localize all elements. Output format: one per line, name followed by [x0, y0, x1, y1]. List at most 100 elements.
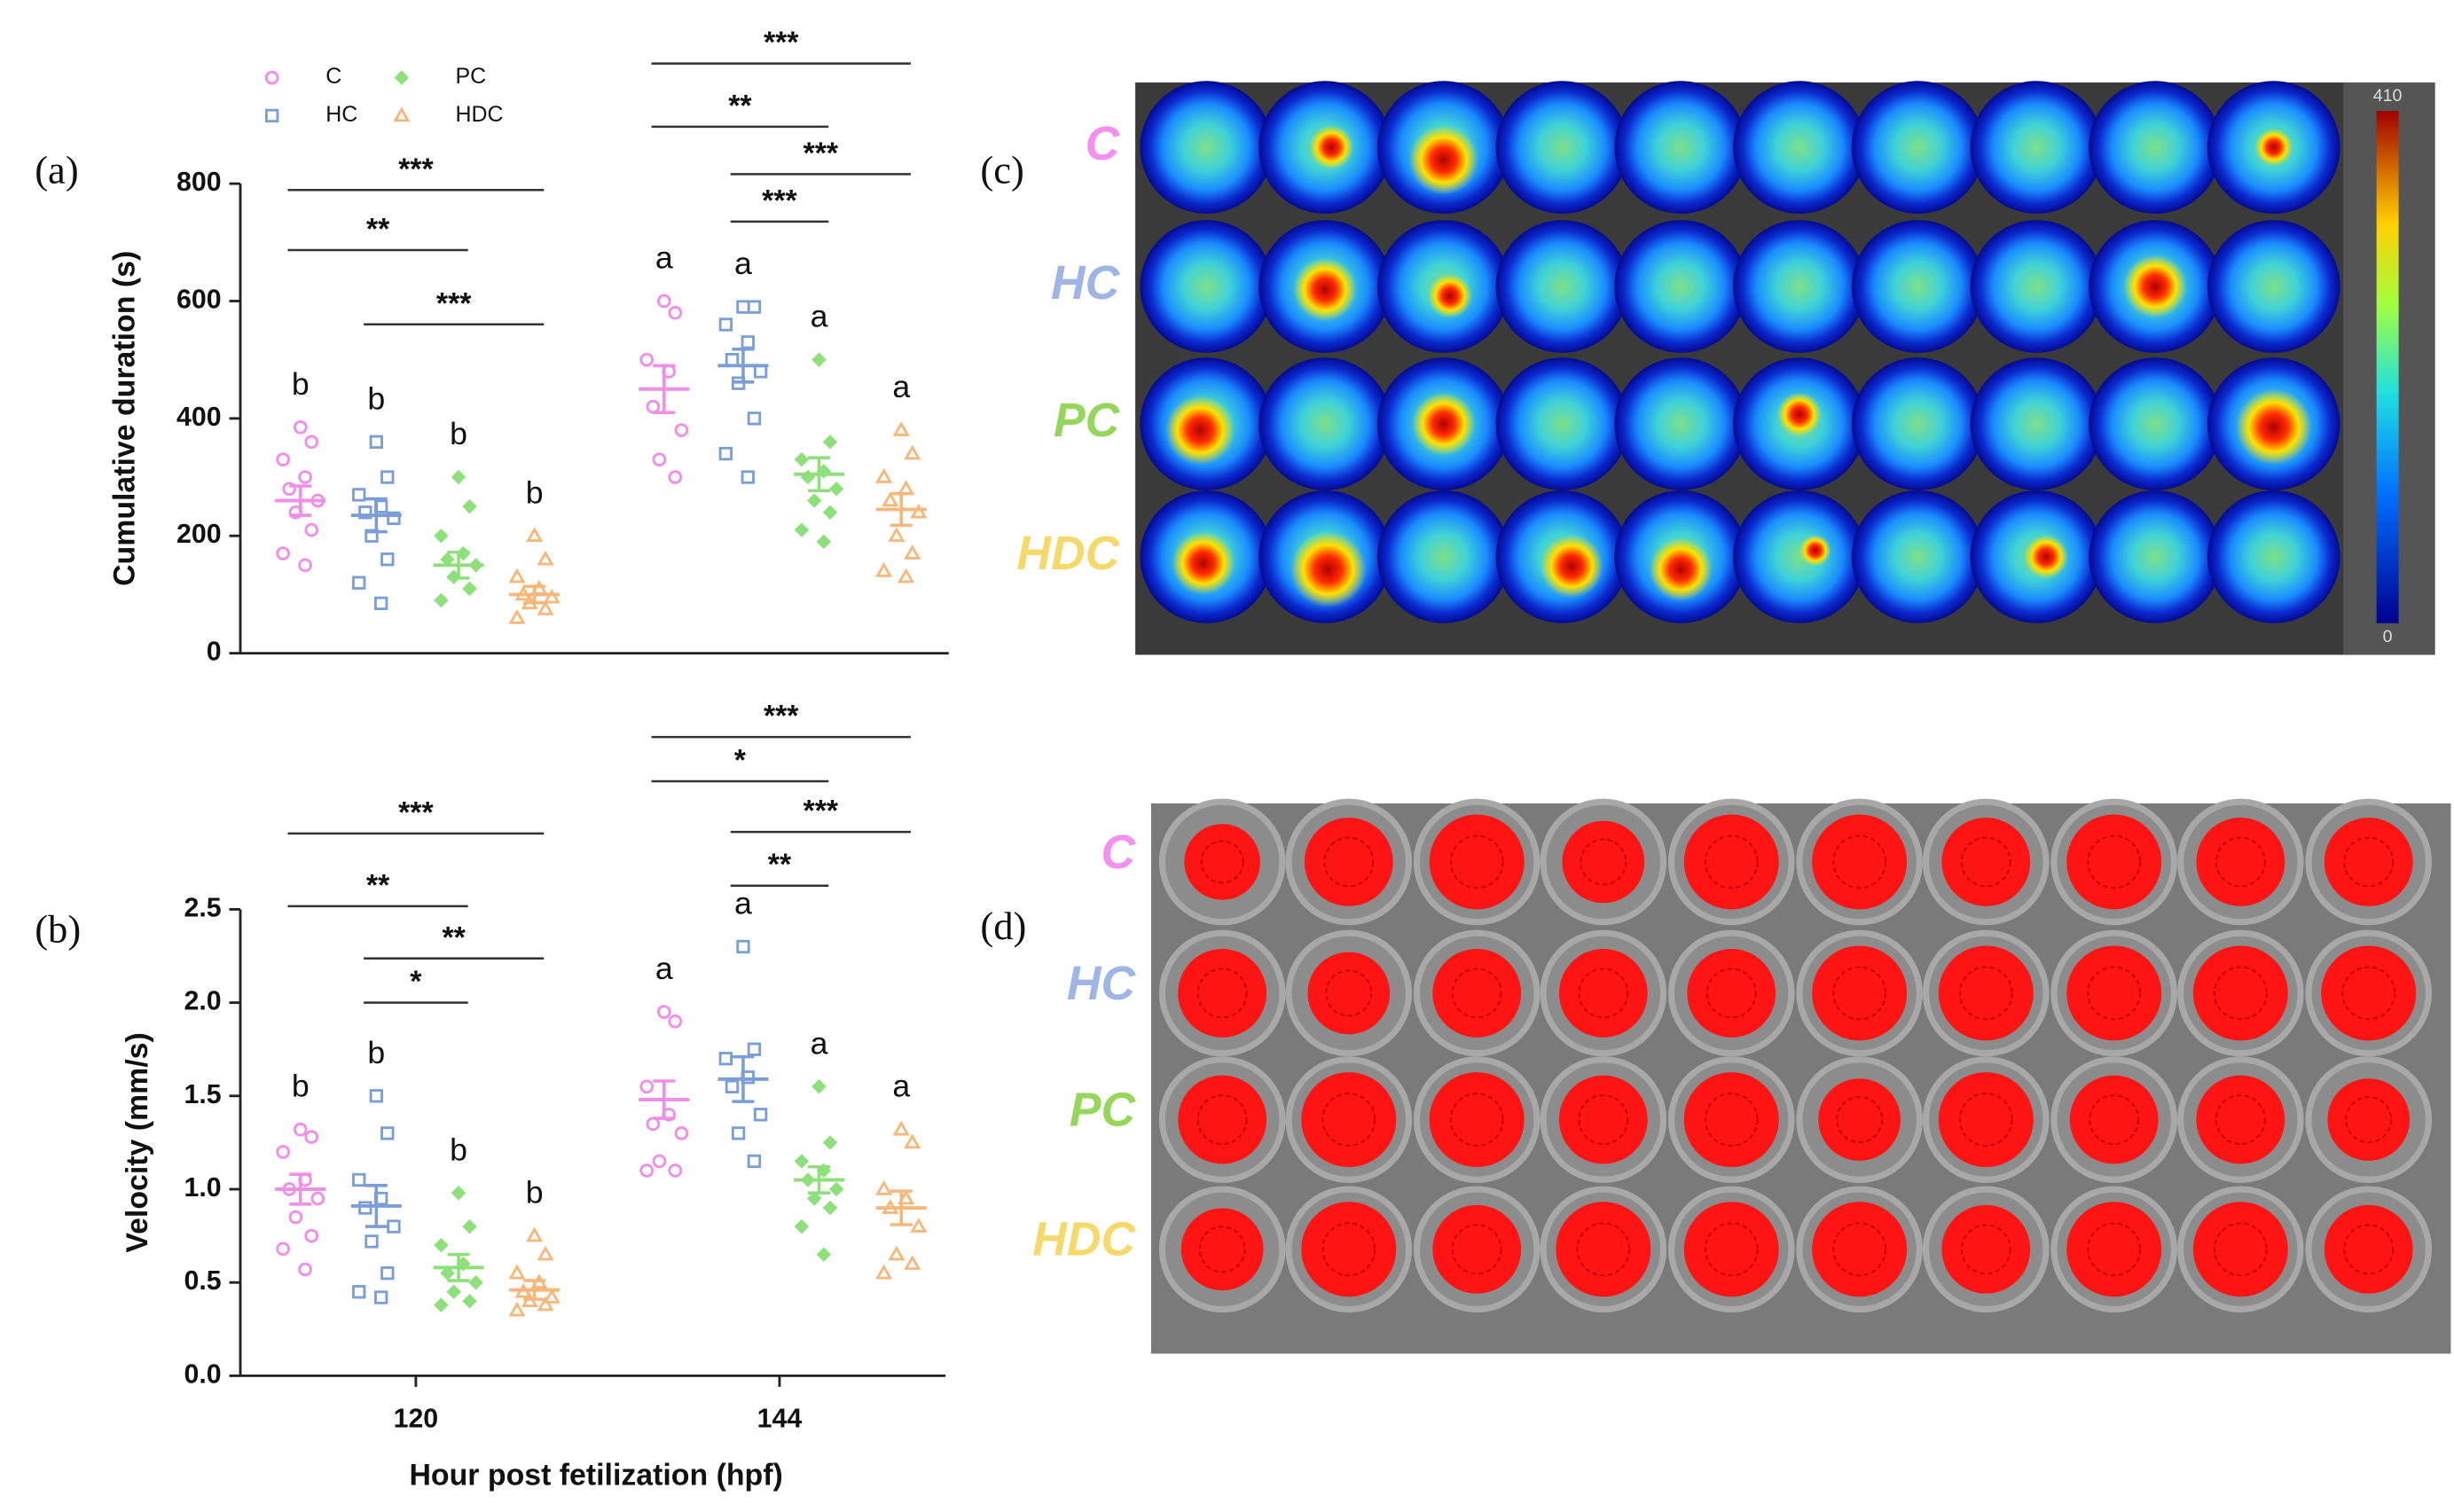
- heatmap-well: [1851, 357, 1985, 490]
- track-inner: [1321, 1222, 1376, 1277]
- point: [822, 435, 838, 450]
- significance-letter: a: [734, 886, 752, 921]
- track-area: [1432, 1204, 1522, 1294]
- point: [725, 353, 740, 367]
- point: [387, 511, 401, 526]
- point: [741, 470, 755, 484]
- point: [806, 493, 822, 508]
- sem-bar: [523, 1279, 546, 1301]
- point: [352, 1172, 366, 1187]
- y-tick-label: 2.0: [184, 987, 221, 1016]
- track-inner: [2087, 834, 2141, 889]
- track-area: [1683, 1072, 1779, 1168]
- point: [904, 544, 921, 560]
- significance-stars: ***: [764, 26, 799, 59]
- point: [264, 70, 279, 85]
- point: [806, 1191, 822, 1206]
- point: [440, 1265, 455, 1281]
- colorbar-label: 0: [2383, 627, 2393, 646]
- track-area: [2324, 1204, 2413, 1294]
- track-area: [2066, 1202, 2162, 1297]
- track-inner: [2343, 1224, 2395, 1275]
- point: [304, 435, 319, 450]
- track-area: [1558, 949, 1648, 1038]
- point: [816, 1247, 832, 1262]
- point: [304, 1228, 319, 1243]
- point: [794, 1218, 810, 1234]
- significance-stars: *: [734, 744, 747, 778]
- x-tick-label: 120: [394, 1404, 439, 1433]
- track-area: [1429, 814, 1525, 910]
- point: [310, 1191, 325, 1206]
- track-inner: [1196, 1094, 1248, 1145]
- heatmap-well: [2207, 490, 2340, 623]
- track-inner: [1958, 966, 2013, 1021]
- significance-stars: ***: [804, 795, 839, 828]
- significance-letter: b: [367, 380, 385, 416]
- sem-bar: [732, 347, 755, 384]
- point: [434, 1237, 449, 1253]
- x-tick-label: 144: [757, 1404, 803, 1433]
- point: [811, 352, 827, 367]
- point: [293, 1122, 308, 1137]
- track-area: [1429, 1072, 1525, 1168]
- colorbar-label: 410: [2373, 86, 2403, 106]
- track-inner: [2215, 836, 2266, 888]
- point: [747, 411, 762, 426]
- point: [304, 1130, 319, 1144]
- point: [352, 576, 366, 590]
- track-inner: [1451, 968, 1502, 1019]
- point: [537, 1245, 554, 1261]
- point: [639, 1163, 655, 1178]
- track-area: [1941, 1204, 2031, 1294]
- track-inner: [2087, 966, 2141, 1021]
- point: [276, 1145, 290, 1159]
- heatmap-well: [1495, 357, 1629, 490]
- point: [451, 469, 466, 485]
- heatmap-well: [1851, 81, 1985, 214]
- point: [369, 435, 383, 450]
- point: [298, 1262, 312, 1277]
- point: [892, 1120, 910, 1136]
- significance-letter: a: [655, 240, 673, 276]
- point: [652, 1154, 667, 1169]
- sem-bar: [890, 491, 913, 528]
- track-inner: [1196, 968, 1248, 1019]
- point: [747, 1154, 762, 1169]
- point: [910, 503, 928, 519]
- track-inner: [1325, 969, 1373, 1017]
- significance-stars: ***: [804, 137, 839, 170]
- point: [794, 1154, 810, 1169]
- point: [794, 451, 810, 467]
- significance-stars: ***: [436, 286, 472, 320]
- point: [822, 1135, 838, 1150]
- point: [888, 1245, 906, 1261]
- point: [468, 1274, 483, 1290]
- heatmap-well: [1733, 490, 1866, 623]
- heatmap-hotspot: [1164, 396, 1235, 466]
- point: [888, 527, 906, 543]
- significance-letter: b: [292, 1069, 310, 1104]
- track-inner: [1200, 840, 1244, 884]
- point: [652, 452, 667, 467]
- track-inner: [1323, 836, 1375, 888]
- point: [882, 491, 899, 507]
- point: [892, 421, 910, 436]
- sem-bar: [447, 550, 470, 580]
- heatmap-hotspot: [1799, 534, 1831, 567]
- point: [718, 446, 733, 461]
- track-area: [1307, 952, 1391, 1035]
- panel-label: (a): [35, 148, 78, 192]
- sem-bar: [808, 456, 831, 493]
- panel-label: (c): [980, 148, 1023, 192]
- point: [646, 1116, 661, 1132]
- track-inner: [1958, 1093, 2013, 1147]
- y-tick-label: 1.0: [184, 1173, 221, 1203]
- point: [358, 1201, 372, 1215]
- point: [462, 498, 477, 514]
- point: [910, 1218, 928, 1233]
- track-inner: [2343, 836, 2395, 888]
- point: [897, 568, 915, 584]
- track-inner: [2341, 966, 2396, 1021]
